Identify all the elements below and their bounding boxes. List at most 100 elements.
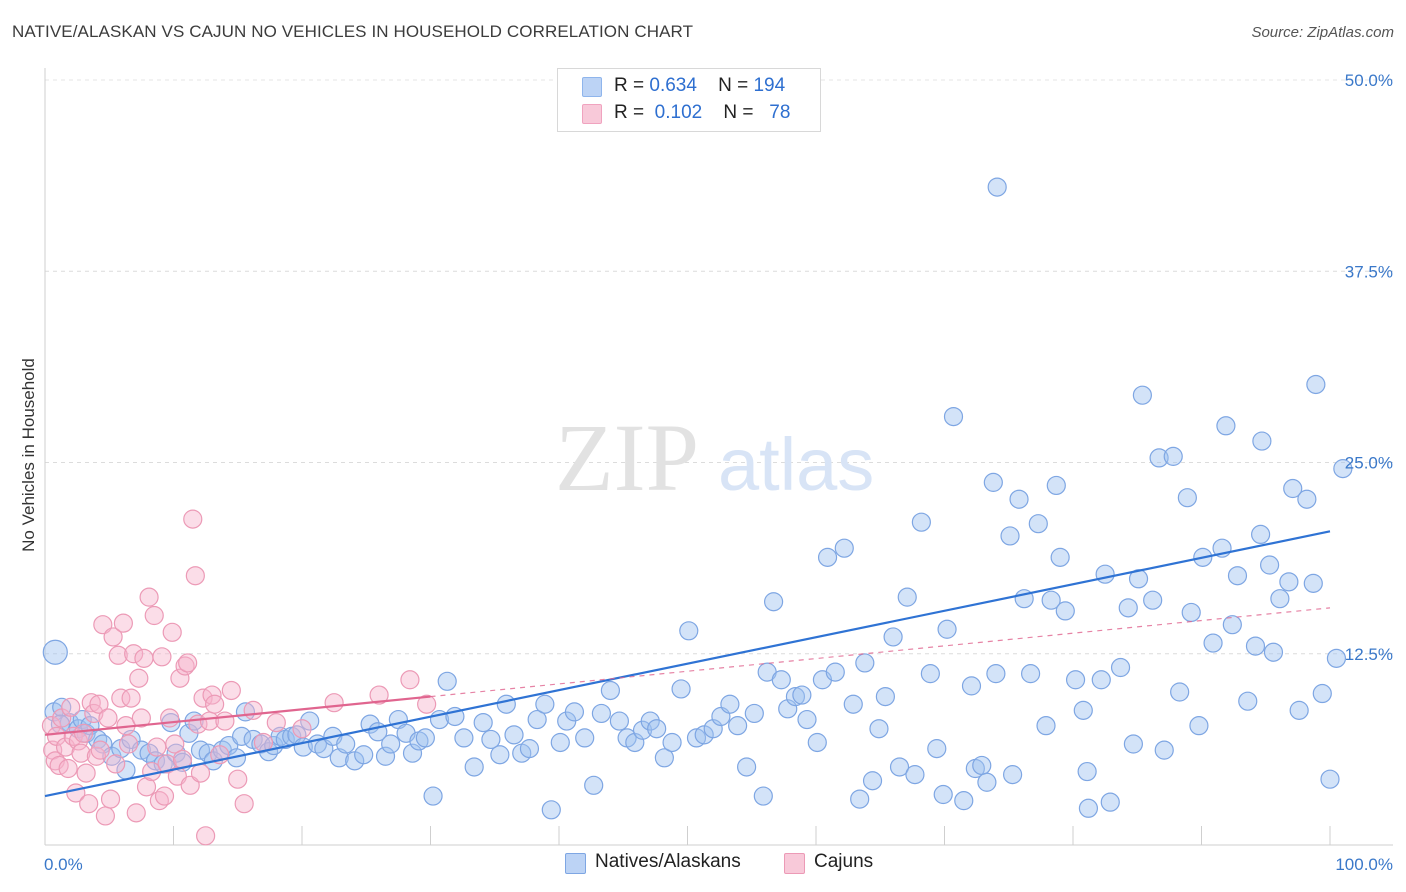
point-natives	[504, 725, 524, 745]
legend-row-natives: R = 0.634 N = 194	[582, 75, 785, 99]
bottom-legend-label-cajuns: Cajuns	[814, 851, 874, 872]
point-cajuns	[175, 656, 195, 676]
point-cajuns	[95, 806, 115, 826]
point-natives	[763, 592, 784, 612]
point-cajuns	[89, 694, 109, 714]
point-natives	[541, 800, 561, 820]
point-natives	[381, 734, 401, 754]
point-natives	[535, 694, 555, 714]
point-cajuns	[152, 647, 172, 667]
bottom-legend-label-natives: Natives/Alaskans	[595, 851, 741, 872]
point-natives	[550, 732, 570, 753]
point-natives	[850, 789, 870, 809]
legend-swatch-natives	[582, 77, 602, 97]
point-natives	[375, 746, 396, 766]
point-natives	[972, 755, 992, 776]
point-natives	[720, 694, 740, 714]
legend-row-cajuns: R = 0.102 N = 78	[582, 102, 790, 126]
point-natives	[1143, 590, 1163, 610]
point-natives	[1289, 700, 1309, 720]
point-natives	[584, 775, 604, 795]
bottom-legend-swatch-cajuns	[784, 853, 805, 874]
point-cajuns	[118, 734, 139, 754]
axes	[44, 68, 1393, 846]
point-cajuns	[215, 711, 235, 731]
point-natives	[855, 653, 875, 673]
point-natives	[1333, 459, 1353, 479]
point-cajuns	[196, 826, 216, 846]
source-label: Source: ZipAtlas.com	[1251, 24, 1394, 41]
point-natives	[1238, 691, 1258, 711]
trendline-cajuns	[44, 695, 431, 736]
point-cajuns	[185, 566, 205, 586]
point-natives	[300, 711, 320, 731]
point-natives	[869, 719, 889, 739]
point-natives	[232, 726, 252, 746]
point-natives	[785, 686, 806, 707]
point-natives	[1118, 598, 1138, 618]
point-cajuns	[98, 708, 118, 728]
point-natives	[1170, 682, 1190, 702]
point-cajuns	[131, 708, 151, 728]
point-natives	[987, 177, 1007, 197]
point-cajuns	[61, 697, 81, 717]
point-natives	[778, 699, 798, 719]
point-cajuns	[129, 668, 149, 688]
point-cajuns	[113, 613, 133, 633]
point-natives	[464, 757, 484, 777]
point-cajuns	[243, 700, 263, 720]
point-natives	[1050, 547, 1070, 567]
point-natives	[473, 712, 493, 733]
x-tick-label: 100.0%	[1335, 855, 1393, 874]
trendline-natives	[44, 530, 1331, 798]
point-cajuns	[100, 789, 121, 809]
point-natives	[671, 679, 691, 699]
point-natives	[423, 786, 443, 806]
point-cajuns	[144, 605, 164, 626]
point-natives	[825, 662, 845, 682]
point-cajuns	[324, 693, 344, 713]
legend-text: R = 0.634 N = 194	[614, 75, 786, 96]
point-natives	[1036, 716, 1056, 736]
point-natives	[190, 740, 211, 760]
point-cajuns	[205, 694, 225, 714]
point-natives	[728, 716, 748, 736]
point-natives	[354, 745, 374, 765]
trend-lines	[44, 530, 1331, 798]
point-natives	[1245, 636, 1266, 656]
point-cajuns	[170, 668, 190, 688]
y-tick-label: 12.5%	[1345, 645, 1393, 664]
point-natives	[920, 664, 940, 684]
point-natives	[625, 732, 645, 753]
point-natives	[1252, 431, 1272, 451]
point-natives	[1095, 564, 1115, 584]
x-tick-label: 0.0%	[44, 855, 83, 874]
point-cajuns	[103, 627, 123, 647]
scatter-points	[41, 177, 1353, 846]
point-natives	[897, 587, 917, 607]
point-natives	[737, 757, 757, 777]
point-cajuns	[58, 758, 78, 779]
point-natives	[883, 627, 903, 647]
point-cajuns	[221, 680, 241, 701]
point-natives	[139, 743, 159, 763]
point-natives	[1077, 761, 1097, 782]
point-cajuns	[111, 688, 131, 708]
point-natives	[1326, 648, 1347, 668]
point-natives	[527, 709, 547, 730]
point-natives	[875, 686, 895, 707]
point-cajuns	[180, 775, 200, 795]
point-cajuns	[126, 803, 146, 823]
point-natives	[1078, 798, 1099, 818]
point-cajuns	[73, 723, 94, 743]
point-natives	[954, 791, 974, 811]
point-cajuns	[162, 622, 182, 642]
point-natives	[703, 719, 723, 739]
point-natives	[817, 547, 838, 567]
point-cajuns	[124, 644, 144, 664]
point-natives	[1177, 488, 1197, 508]
point-natives	[1041, 590, 1061, 610]
point-natives	[1306, 374, 1326, 395]
point-cajuns	[136, 777, 157, 797]
legend: R = 0.634 N = 194 R = 0.102 N = 78	[557, 68, 821, 132]
